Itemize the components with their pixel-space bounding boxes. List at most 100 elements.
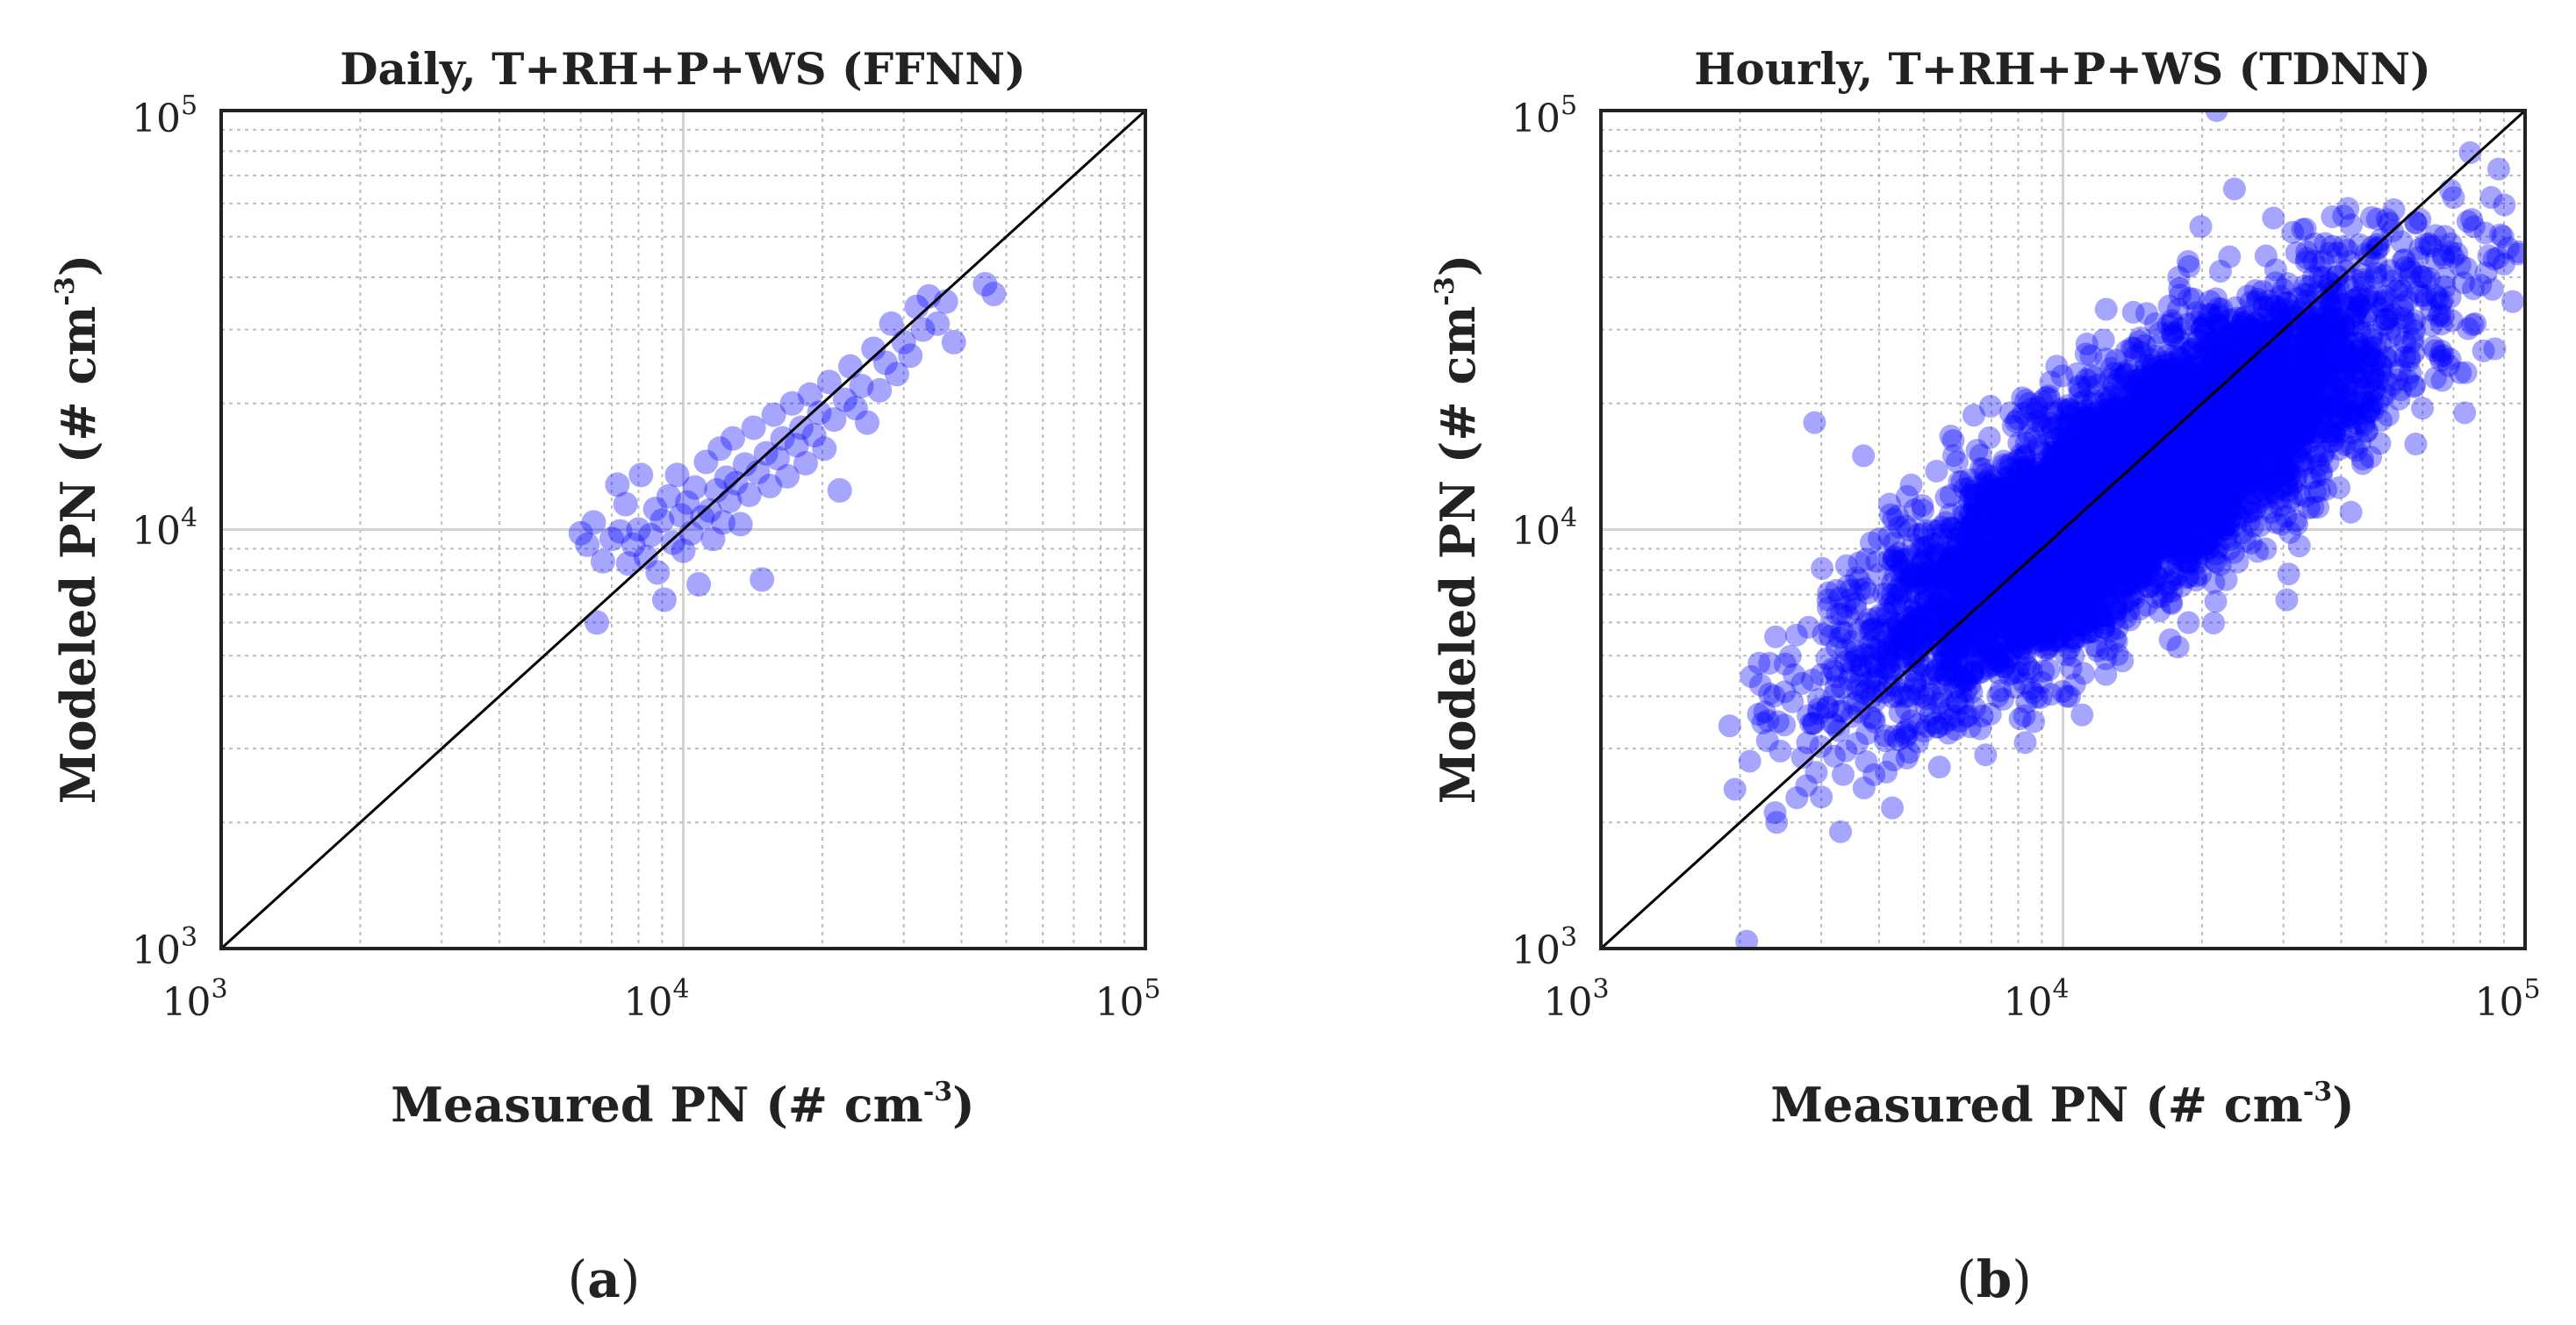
data-point — [2088, 493, 2112, 517]
data-point — [1984, 631, 2008, 655]
data-point — [2034, 406, 2057, 430]
data-point — [2122, 537, 2146, 561]
data-point — [2223, 410, 2247, 433]
data-point — [2140, 371, 2163, 395]
data-point — [2080, 562, 2104, 586]
data-point — [2256, 380, 2279, 404]
data-point — [1936, 551, 1960, 575]
data-point — [2068, 596, 2092, 620]
data-point — [2214, 429, 2238, 453]
data-point — [2024, 482, 2048, 505]
data-point — [1941, 666, 1965, 690]
data-point — [2101, 515, 2125, 539]
data-point — [1968, 585, 1991, 609]
data-point — [2072, 561, 2096, 584]
data-point — [2411, 397, 2435, 420]
data-point — [1986, 583, 2010, 606]
data-point — [2068, 529, 2092, 553]
data-point — [2192, 461, 2215, 484]
data-point — [2081, 598, 2105, 621]
data-point — [2336, 351, 2359, 375]
data-point — [2131, 480, 2155, 504]
data-point — [2180, 388, 2204, 412]
data-point — [1883, 674, 1906, 698]
data-point — [2091, 457, 2114, 481]
data-point — [2086, 431, 2110, 455]
data-point — [2092, 466, 2116, 490]
data-point — [2055, 587, 2078, 611]
data-point — [2069, 587, 2092, 611]
data-point — [2043, 489, 2067, 512]
data-point — [827, 477, 852, 503]
data-point — [2118, 503, 2142, 526]
data-point — [2071, 555, 2095, 578]
data-point — [2029, 685, 2053, 709]
data-point — [2242, 440, 2265, 464]
data-point — [2147, 448, 2171, 471]
data-point — [2303, 425, 2327, 448]
data-point — [2067, 556, 2091, 580]
data-point — [2152, 362, 2176, 385]
data-point — [1975, 634, 1998, 658]
data-point — [2094, 412, 2118, 436]
data-point — [2310, 374, 2334, 398]
data-point — [1957, 566, 1981, 590]
data-point — [2193, 431, 2217, 455]
data-point — [2020, 554, 2044, 577]
data-point — [2091, 419, 2114, 442]
data-point — [2017, 391, 2041, 415]
data-point — [2083, 513, 2106, 537]
data-point — [2133, 449, 2156, 473]
data-point — [2184, 438, 2207, 462]
data-point — [2049, 439, 2073, 462]
data-point — [1984, 546, 2008, 569]
data-point — [2116, 573, 2140, 597]
data-point — [1931, 678, 1955, 702]
data-point — [2013, 704, 2036, 727]
data-point — [2285, 390, 2308, 413]
data-point — [2242, 369, 2266, 393]
data-point — [2288, 382, 2312, 405]
data-point — [2248, 384, 2271, 408]
data-point — [2218, 245, 2242, 269]
data-point — [2013, 455, 2036, 479]
data-point — [2271, 397, 2294, 420]
data-point — [2233, 367, 2257, 390]
data-point — [1833, 649, 1857, 673]
data-point — [741, 415, 766, 440]
data-point — [2020, 577, 2043, 600]
data-point — [2158, 570, 2182, 594]
data-point — [607, 519, 633, 544]
data-point — [2130, 512, 2154, 535]
data-point — [1969, 569, 1992, 593]
data-point — [2239, 367, 2263, 390]
data-point — [2073, 475, 2097, 498]
data-point — [2049, 398, 2073, 421]
data-point — [2095, 519, 2119, 543]
data-point — [1907, 564, 1931, 588]
data-point — [807, 400, 832, 426]
data-point — [1764, 625, 1788, 648]
data-point — [2178, 453, 2202, 476]
data-point — [2243, 319, 2267, 342]
data-point — [2035, 598, 2059, 621]
data-point — [2429, 340, 2453, 363]
data-point — [2029, 501, 2053, 525]
data-point — [2063, 627, 2086, 650]
data-point — [2202, 514, 2226, 538]
data-point — [2105, 498, 2128, 522]
data-point — [2174, 433, 2198, 456]
data-point — [2126, 500, 2149, 524]
data-point — [2113, 564, 2137, 588]
data-point — [2486, 157, 2510, 181]
data-point — [2116, 521, 2140, 545]
data-point — [621, 532, 646, 557]
data-point — [2139, 481, 2163, 505]
data-point — [941, 329, 966, 355]
data-point — [2031, 491, 2055, 514]
data-point — [1883, 630, 1906, 654]
data-point — [2178, 364, 2202, 388]
data-point — [2020, 660, 2043, 684]
data-point — [2307, 496, 2330, 519]
data-point — [2137, 447, 2161, 470]
